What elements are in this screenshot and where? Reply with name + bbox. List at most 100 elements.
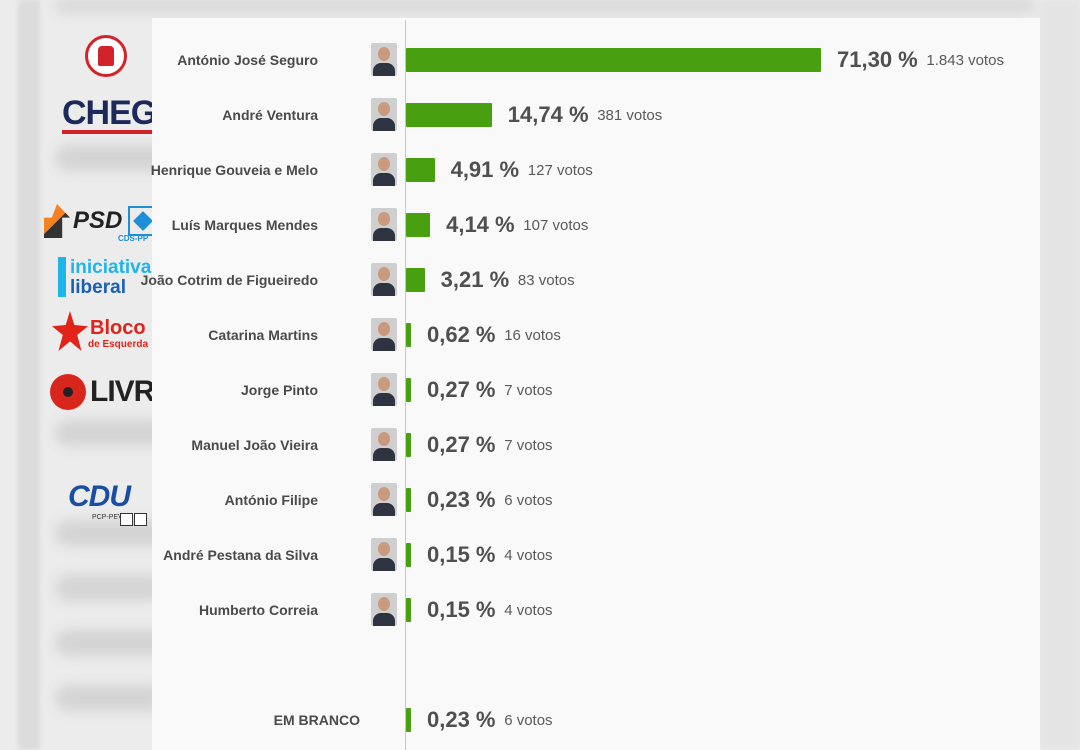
result-row: Manuel João Vieira 0,27 % 7 votos <box>0 425 1040 465</box>
result-row: Luís Marques Mendes 4,14 % 107 votos <box>0 205 1040 245</box>
candidate-name: André Ventura <box>222 107 318 123</box>
result-row: Jorge Pinto 0,27 % 7 votos <box>0 370 1040 410</box>
percentage-label: 4,14 % <box>446 212 515 237</box>
candidate-name: André Pestana da Silva <box>163 547 318 563</box>
votes-label: 16 votos <box>504 327 561 344</box>
candidate-name: João Cotrim de Figueiredo <box>140 272 318 288</box>
percentage-label: 0,62 % <box>427 322 496 347</box>
photo-body <box>373 613 395 626</box>
votes-label: 107 votos <box>523 217 589 234</box>
candidate-name: Catarina Martins <box>208 327 318 343</box>
candidate-photo <box>371 153 397 186</box>
votes-label: 381 votos <box>597 107 663 124</box>
candidate-name: Manuel João Vieira <box>191 437 318 453</box>
photo-head <box>378 267 390 281</box>
result-bar <box>406 543 411 567</box>
result-row: Humberto Correia 0,15 % 4 votos <box>0 590 1040 630</box>
votes-label: 6 votos <box>504 712 553 729</box>
result-row: António Filipe 0,23 % 6 votos <box>0 480 1040 520</box>
be-logo: Bloco de Esquerda <box>52 311 152 357</box>
candidate-photo <box>371 98 397 131</box>
fist-icon <box>98 46 114 66</box>
photo-head <box>378 322 390 336</box>
photo-body <box>373 338 395 351</box>
chega-underline <box>62 130 152 134</box>
votes-label: 83 votos <box>517 272 575 289</box>
photo-body <box>373 503 395 516</box>
photo-head <box>378 157 390 171</box>
hammer-sickle-icon <box>120 513 133 526</box>
result-bar <box>406 708 411 732</box>
percentage-label: 0,15 % <box>427 542 496 567</box>
percentage-label: 0,23 % <box>427 487 496 512</box>
result-row: Catarina Martins 0,62 % 16 votos <box>0 315 1040 355</box>
candidate-photo <box>371 373 397 406</box>
background-rail <box>18 0 40 750</box>
candidate-name: António José Seguro <box>177 52 318 68</box>
cdu-logo-text: CDU <box>68 480 131 513</box>
result-row: António José Seguro 71,30 % 1.843 votos <box>0 40 1040 80</box>
result-row: João Cotrim de Figueiredo 3,21 % 83 votos <box>0 260 1040 300</box>
il-logo-text-2: liberal <box>70 277 126 298</box>
photo-head <box>378 432 390 446</box>
candidate-photo <box>371 208 397 241</box>
candidate-name: Jorge Pinto <box>240 382 318 398</box>
votes-label: 127 votos <box>527 162 593 179</box>
votes-label: 1.843 votos <box>926 52 1004 69</box>
votes-label: 7 votos <box>504 437 553 454</box>
background-blur-row <box>55 0 1035 12</box>
result-bar <box>406 213 431 237</box>
candidate-photo <box>371 43 397 76</box>
photo-head <box>378 597 390 611</box>
photo-body <box>373 558 395 571</box>
candidate-photo <box>371 318 397 351</box>
results-panel <box>152 18 1040 750</box>
percentage-label: 0,23 % <box>427 707 496 732</box>
result-bar <box>406 433 411 457</box>
result-row: EM BRANCO 0,23 % 6 votos <box>0 700 1040 740</box>
photo-body <box>373 283 395 296</box>
cds-pp-label: CDS-PP <box>118 234 149 243</box>
votes-label: 7 votos <box>504 382 553 399</box>
result-row: Henrique Gouveia e Melo 4,91 % 127 votos <box>0 150 1040 190</box>
il-bar-icon <box>58 257 66 297</box>
result-bar <box>406 378 411 402</box>
candidate-photo <box>371 428 397 461</box>
percentage-label: 4,91 % <box>450 157 520 182</box>
il-logo-text-1: iniciativa <box>70 257 152 278</box>
percentage-label: 3,21 % <box>440 267 510 292</box>
votes-label: 6 votos <box>504 492 553 509</box>
be-logo-text-2: de Esquerda <box>88 339 149 350</box>
votes-label: 4 votos <box>504 547 553 564</box>
photo-body <box>373 448 395 461</box>
result-bar <box>406 103 492 127</box>
photo-head <box>378 47 390 61</box>
candidate-photo <box>371 263 397 296</box>
psd-logo-text: PSD <box>73 207 123 234</box>
photo-head <box>378 377 390 391</box>
photo-head <box>378 487 390 501</box>
photo-body <box>373 63 395 76</box>
percentage-label: 0,15 % <box>427 597 496 622</box>
result-bar <box>406 158 435 182</box>
result-row: André Pestana da Silva 0,15 % 4 votos <box>0 535 1040 575</box>
cdu-logo-subtext: PCP-PEV <box>92 514 123 521</box>
psd-logo: PSD <box>44 204 159 238</box>
chart-axis-line <box>405 20 406 750</box>
candidate-name: Luís Marques Mendes <box>171 217 318 233</box>
result-bar <box>406 488 411 512</box>
photo-head <box>378 102 390 116</box>
be-logo-text-1: Bloco <box>90 317 146 339</box>
photo-body <box>373 173 395 186</box>
candidate-photo <box>371 538 397 571</box>
photo-head <box>378 212 390 226</box>
result-row: André Ventura 14,74 % 381 votos <box>0 95 1040 135</box>
candidate-photo <box>371 483 397 516</box>
cdu-logo: CDU PCP-PEV <box>68 480 147 526</box>
photo-body <box>373 118 395 131</box>
result-bar <box>406 268 425 292</box>
ps-logo <box>85 35 127 77</box>
sunflower-icon <box>134 513 147 526</box>
candidate-name: EM BRANCO <box>273 712 360 728</box>
